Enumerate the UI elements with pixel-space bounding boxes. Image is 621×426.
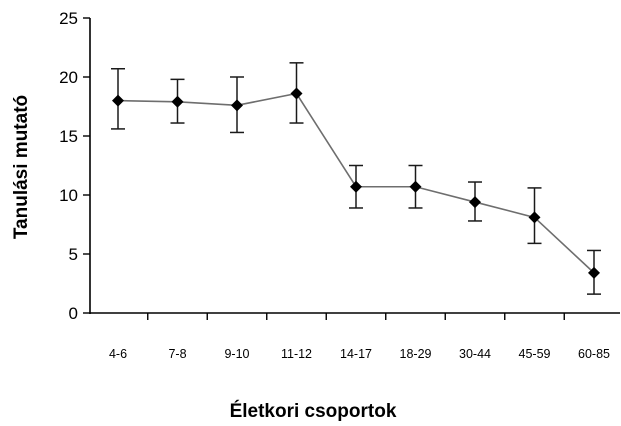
x-tick-label-14-17: 14-17	[340, 347, 372, 361]
x-tick-label-18-29: 18-29	[400, 347, 432, 361]
x-tick-label-60-85: 60-85	[578, 347, 610, 361]
y-axis-ticks: 0 5 10 15 20 25	[59, 9, 90, 323]
x-tick-label-45-59: 45-59	[519, 347, 551, 361]
x-tick-label-9-10: 9-10	[224, 347, 249, 361]
y-tick-label-15: 15	[59, 127, 78, 146]
x-axis-label: Életkori csoportok	[230, 400, 397, 422]
data-point-14-17	[350, 181, 362, 193]
x-tick-label-7-8: 7-8	[168, 347, 186, 361]
x-tick-label-30-44: 30-44	[459, 347, 491, 361]
data-point-11-12	[291, 88, 303, 100]
error-bars	[111, 63, 601, 294]
data-point-7-8	[172, 96, 184, 108]
data-point-30-44	[469, 196, 481, 208]
y-tick-label-0: 0	[69, 304, 78, 323]
x-axis-ticks: 4-6 7-8 9-10 11-12 14-17 18-29 30-44 45-59 60-85	[109, 313, 621, 361]
data-point-18-29	[410, 181, 422, 193]
x-tick-label-11-12: 11-12	[281, 347, 312, 361]
data-point-4-6	[112, 95, 124, 107]
data-points	[112, 88, 600, 279]
y-tick-label-20: 20	[59, 68, 78, 87]
y-tick-label-10: 10	[59, 186, 78, 205]
y-axis-label: Tanulási mutató	[11, 95, 32, 239]
data-point-9-10	[231, 99, 243, 111]
y-tick-label-25: 25	[59, 9, 78, 28]
y-tick-label-5: 5	[69, 245, 78, 264]
x-tick-label-4-6: 4-6	[109, 347, 127, 361]
